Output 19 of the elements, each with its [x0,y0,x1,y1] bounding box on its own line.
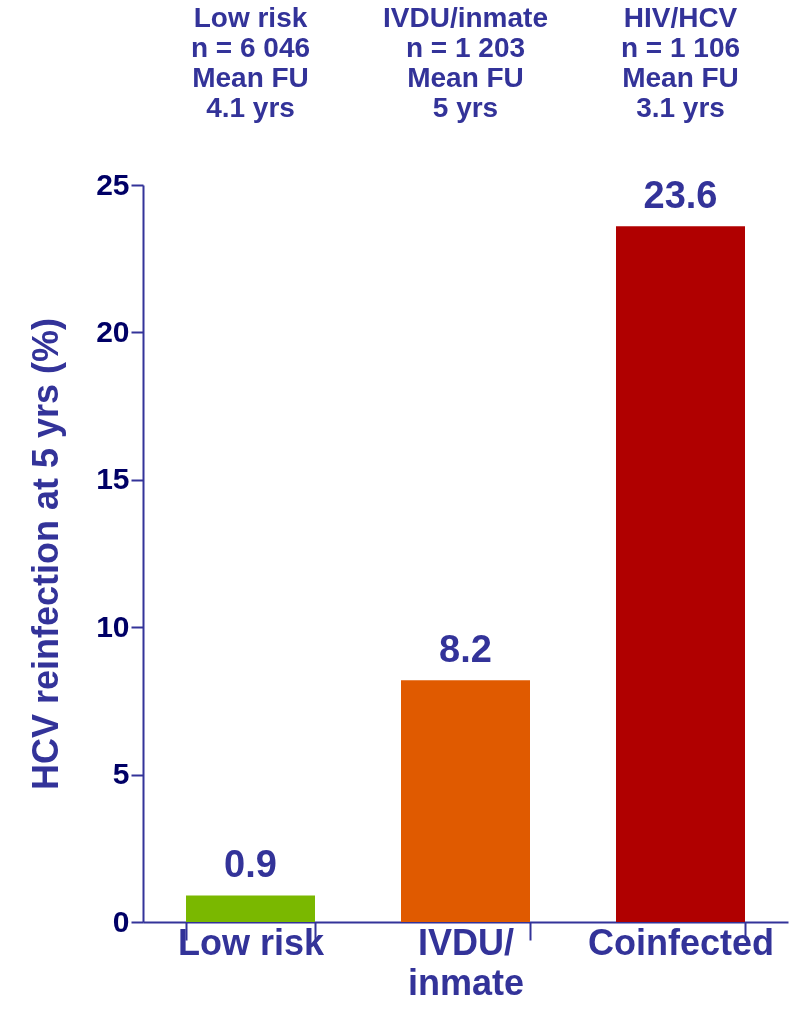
data-label: 23.6 [643,174,718,217]
y-axis-title: HCV reinfection at 5 yrs (%) [25,317,67,791]
x-tick-label: Coinfected [587,921,775,963]
y-tick-label: 0 [112,904,130,938]
y-tick-label: 10 [96,609,130,643]
y-tick-label: 15 [96,462,130,496]
data-label: 0.9 [224,843,277,886]
text: IVDU/inmate n = 1 203 Mean FU 5 yrs [383,2,548,123]
text: HIV/HCV n = 1 106 Mean FU 3.1 yrs [620,2,741,123]
data-label: 8.2 [439,628,492,671]
y-tick-label: 20 [96,314,130,348]
y-tick-label: 5 [112,757,130,791]
x-tick-label: Low risk [177,921,325,963]
text: Low risk n = 6 046 Mean FU 4.1 yrs [190,2,311,123]
x-tick-label: IVDU/ inmate [407,921,525,1003]
y-tick-label: 25 [96,167,130,201]
bar [186,895,315,922]
bar [616,226,745,922]
bar [401,680,530,922]
